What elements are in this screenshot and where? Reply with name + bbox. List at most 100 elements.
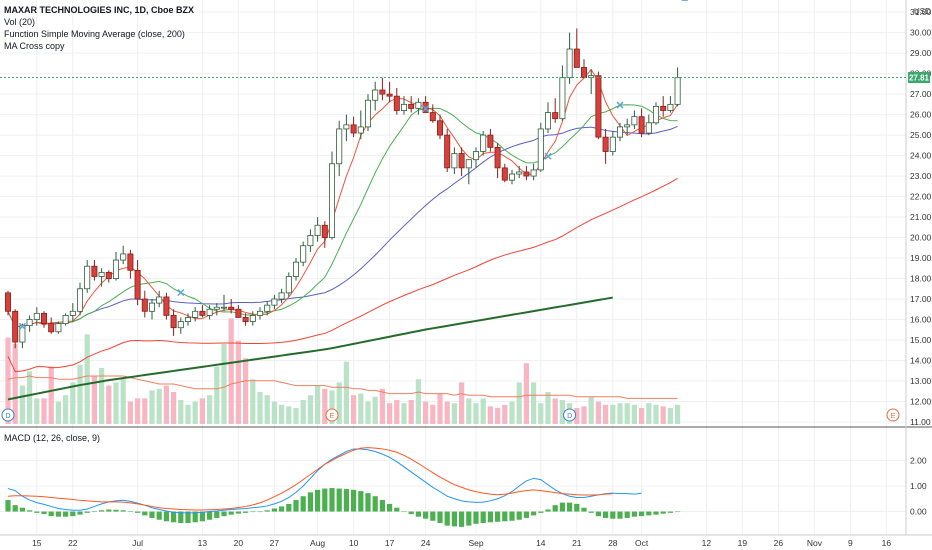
candle-body bbox=[357, 126, 364, 134]
volume-histogram bbox=[5, 318, 681, 424]
macd-histogram-bar bbox=[610, 511, 616, 519]
volume-bar bbox=[444, 401, 450, 424]
price-tick-label: 20.00 bbox=[910, 233, 932, 243]
time-tick-label: 16 bbox=[882, 538, 892, 548]
macd-histogram-bar bbox=[574, 503, 580, 512]
macd-legend[interactable]: MACD (12, 26, close, 9) bbox=[4, 433, 101, 443]
ma-cross-indicator-label[interactable]: MA Cross copy bbox=[4, 41, 65, 51]
candle-body bbox=[537, 128, 544, 171]
price-tick-label: 17.00 bbox=[910, 294, 932, 304]
macd-histogram-bar bbox=[567, 502, 573, 512]
candle-body bbox=[617, 126, 624, 138]
macd-histogram-bar bbox=[588, 511, 594, 513]
time-tick-label: 24 bbox=[421, 538, 431, 548]
price-axis[interactable]: 11.00 12.00 13.00 14.00 15.00 16.00 17.00 18.00… bbox=[910, 7, 932, 427]
volume-bar bbox=[120, 379, 126, 424]
candle-body bbox=[444, 134, 451, 169]
candle-body bbox=[177, 321, 184, 329]
volume-bar bbox=[466, 398, 472, 424]
candle-body bbox=[184, 317, 191, 322]
volume-indicator-label[interactable]: Vol (20) bbox=[4, 17, 36, 27]
candle-body bbox=[278, 292, 285, 300]
macd-histogram-bar bbox=[451, 511, 457, 527]
volume-bar bbox=[77, 364, 83, 424]
symbol-title[interactable]: MAXAR TECHNOLOGIES INC, 1D, Cboe BZX bbox=[4, 5, 195, 15]
macd-histogram-bar bbox=[538, 511, 544, 513]
candle-body bbox=[559, 77, 566, 120]
macd-histogram-bar bbox=[5, 500, 11, 512]
candle-body bbox=[242, 317, 249, 322]
macd-histogram-bar bbox=[495, 511, 501, 522]
event-letter: D bbox=[5, 413, 10, 420]
volume-bar bbox=[595, 401, 601, 424]
volume-bar bbox=[516, 382, 522, 424]
volume-bar bbox=[243, 358, 249, 424]
time-tick-label: 14 bbox=[536, 538, 546, 548]
macd-pane bbox=[5, 447, 681, 527]
candle-body bbox=[494, 146, 501, 169]
volume-bar bbox=[552, 398, 558, 424]
time-tick-label: 20 bbox=[234, 538, 244, 548]
candle-body bbox=[33, 312, 40, 320]
time-tick-label: 10 bbox=[349, 538, 359, 548]
macd-tick-label: 1.00 bbox=[910, 481, 927, 491]
ma-cross-marker bbox=[18, 322, 26, 330]
candle-body bbox=[516, 171, 523, 175]
candle-body bbox=[321, 224, 328, 238]
candle-body bbox=[220, 306, 227, 309]
time-axis[interactable]: 15 22 Jul 13 20 27 Aug 10 17 24 Sep 14 21 28 Oct 12 19 26… bbox=[32, 538, 891, 548]
macd-histogram-bar bbox=[264, 510, 270, 512]
volume-bar bbox=[343, 361, 349, 424]
volume-bar bbox=[207, 395, 213, 424]
volume-bar bbox=[408, 400, 414, 424]
macd-histogram-bar bbox=[12, 505, 18, 512]
macd-histogram-bar bbox=[408, 511, 414, 515]
candle-body bbox=[249, 315, 256, 322]
time-tick-label: Aug bbox=[310, 538, 325, 548]
volume-bar bbox=[480, 398, 486, 424]
sma200-indicator-label[interactable]: Function Simple Moving Average (close, 2… bbox=[4, 29, 185, 39]
candle-body bbox=[674, 77, 681, 105]
macd-histogram-bar bbox=[336, 488, 342, 512]
price-tick-label: 11.00 bbox=[910, 417, 931, 427]
volume-ma-line bbox=[7, 375, 678, 399]
macd-histogram-bar bbox=[646, 511, 652, 516]
macd-histogram-bar bbox=[214, 511, 220, 518]
candle-body bbox=[372, 89, 379, 101]
price-tick-label: 14.00 bbox=[910, 355, 932, 365]
candle-body bbox=[228, 306, 235, 310]
volume-bar bbox=[142, 398, 148, 424]
macd-histogram-bar bbox=[667, 511, 673, 513]
volume-bar bbox=[365, 401, 371, 424]
macd-histogram-bar bbox=[41, 511, 47, 515]
macd-histogram-bar bbox=[459, 511, 465, 527]
time-tick-label: 22 bbox=[68, 538, 78, 548]
volume-bar bbox=[423, 401, 429, 424]
macd-histogram-bar bbox=[415, 511, 421, 517]
macd-histogram-bar bbox=[379, 500, 385, 512]
price-tick-label: 30.00 bbox=[910, 28, 932, 38]
price-tick-label: 25.00 bbox=[910, 130, 932, 140]
macd-histogram-bar bbox=[322, 488, 328, 512]
macd-histogram-bar bbox=[523, 511, 529, 518]
volume-bar bbox=[351, 395, 357, 424]
volume-bar bbox=[559, 400, 565, 424]
candle-body bbox=[379, 89, 386, 95]
last-price-value: 27.81 bbox=[909, 74, 930, 83]
price-tick-label: 16.00 bbox=[910, 315, 932, 325]
volume-bar bbox=[653, 404, 659, 424]
candle-body bbox=[12, 310, 19, 343]
macd-histogram-bar bbox=[257, 511, 263, 513]
macd-histogram-bar bbox=[77, 511, 83, 515]
cross-stroke bbox=[18, 322, 26, 330]
macd-axis[interactable]: 0.00 1.00 2.00 bbox=[910, 455, 927, 516]
volume-bar bbox=[34, 398, 40, 424]
candle-body bbox=[48, 323, 55, 333]
event-circle bbox=[1, 408, 15, 422]
macd-histogram-bar bbox=[372, 496, 378, 512]
macd-histogram-bar bbox=[171, 511, 177, 523]
macd-histogram-bar bbox=[423, 511, 429, 519]
candle-body bbox=[336, 128, 343, 165]
candle-body bbox=[393, 95, 400, 111]
